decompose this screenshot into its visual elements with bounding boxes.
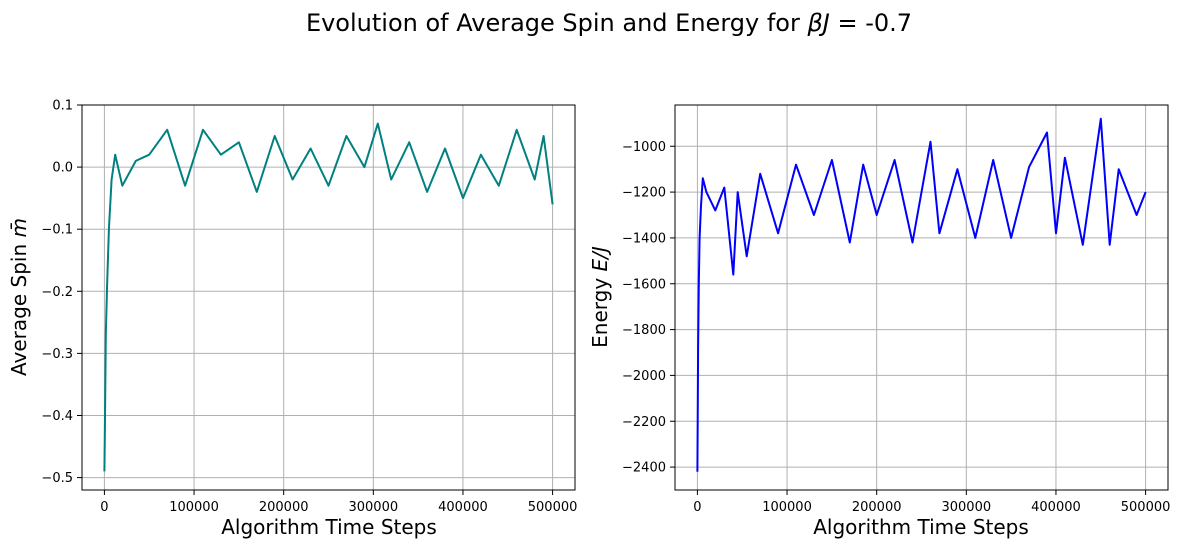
energy-y-tick-label: −2200 [622, 415, 666, 430]
figure-title: Evolution of Average Spin and Energy for… [306, 9, 912, 37]
energy-series-line [696, 117, 1147, 472]
spin-grid [82, 104, 575, 490]
energy-x-tick-label: 400000 [1031, 500, 1081, 515]
spin-axes-frame [81, 104, 576, 491]
figure-title-prefix: Evolution of Average Spin and Energy for [306, 9, 808, 37]
energy-y-tick-label: −1600 [622, 277, 666, 292]
spin-ticks: 0 100000 200000 300000 400000 500000 −0.5 −0.4 −… [41, 99, 577, 516]
energy-line-layer [696, 117, 1147, 472]
figure-title-equals: = [830, 9, 865, 37]
spin-x-tick-label: 300000 [348, 500, 398, 515]
figure-title-value: -0.7 [865, 9, 912, 37]
spin-line-layer [103, 122, 554, 472]
spin-x-axis-label: Algorithm Time Steps [221, 515, 437, 539]
energy-y-tick-label: −1000 [622, 140, 666, 155]
energy-y-tick-label: −2400 [622, 461, 666, 476]
energy-y-axis-label-text: Energy [588, 271, 612, 347]
energy-x-axis-label: Algorithm Time Steps [813, 515, 1029, 539]
figure-title-math: βJ [806, 9, 829, 37]
energy-y-axis-label: Energy E/J [588, 246, 612, 348]
energy-axes-frame [674, 104, 1169, 491]
spin-y-tick-label: −0.3 [41, 347, 73, 362]
spin-y-tick-label: −0.1 [41, 223, 73, 238]
spin-y-axis-label-math: m̄ [7, 218, 31, 237]
energy-grid [675, 105, 1168, 490]
energy-y-tick-label: −1400 [622, 231, 666, 246]
spin-x-tick-label: 500000 [528, 500, 578, 515]
spin-y-axis-label-text: Average Spin [7, 238, 31, 376]
energy-x-tick-label: 300000 [941, 500, 991, 515]
energy-panel: 0 100000 200000 300000 400000 500000 −2400 −220… [588, 104, 1170, 539]
spin-x-tick-label: 0 [100, 500, 108, 515]
energy-x-tick-label: 0 [693, 500, 701, 515]
energy-ticks: 0 100000 200000 300000 400000 500000 −2400 −220… [622, 140, 1170, 515]
spin-y-tick-label: 0.1 [52, 99, 73, 114]
spin-x-tick-label: 200000 [259, 500, 309, 515]
spin-panel: 0 100000 200000 300000 400000 500000 −0.5 −0.4 −… [7, 99, 577, 540]
energy-y-tick-label: −1800 [622, 323, 666, 338]
energy-x-tick-label: 100000 [762, 500, 812, 515]
spin-y-tick-label: −0.2 [41, 285, 73, 300]
energy-y-tick-label: −1200 [622, 186, 666, 201]
spin-x-tick-label: 100000 [169, 500, 219, 515]
energy-x-tick-label: 500000 [1121, 500, 1171, 515]
spin-y-tick-label: −0.5 [41, 471, 73, 486]
energy-y-axis-label-math: E/J [588, 246, 612, 271]
spin-y-tick-label: 0.0 [52, 161, 73, 176]
energy-x-tick-label: 200000 [852, 500, 902, 515]
spin-y-axis-label: Average Spin m̄ [7, 218, 31, 376]
energy-y-tick-label: −2000 [622, 369, 666, 384]
spin-series-line [103, 122, 554, 472]
spin-x-tick-label: 400000 [438, 500, 488, 515]
spin-y-tick-label: −0.4 [41, 409, 73, 424]
